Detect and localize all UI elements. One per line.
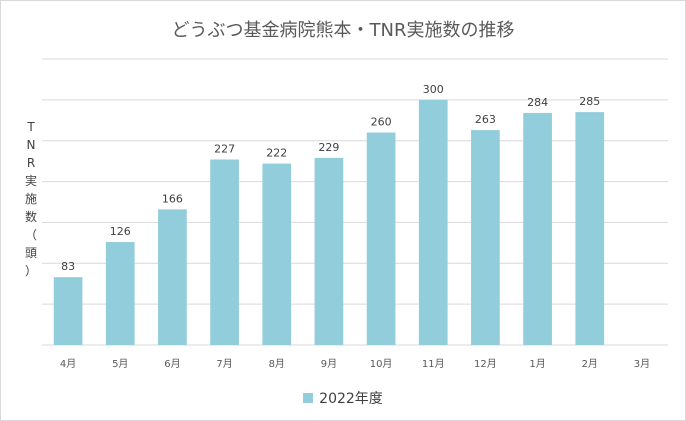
data-label: 227	[214, 143, 235, 156]
bar-3	[158, 209, 187, 345]
data-label: 284	[527, 96, 548, 109]
x-tick-label: 4月	[60, 358, 76, 370]
legend: 2022年度	[0, 388, 686, 408]
x-tick-label: 9月	[321, 358, 337, 370]
data-label: 126	[110, 225, 131, 238]
x-tick-label: 7月	[216, 358, 232, 370]
y-axis-label: T N R 実施数（頭）	[24, 120, 37, 278]
x-tick-label: 6月	[164, 358, 180, 370]
bar-10	[523, 112, 552, 345]
bar-5	[262, 163, 292, 345]
x-tick-label: 11月	[422, 358, 445, 370]
legend-swatch	[303, 393, 314, 403]
chart-title: どうぶつ基金病院熊本・TNR実施数の推移	[171, 20, 515, 41]
data-label: 300	[423, 83, 444, 96]
data-label: 166	[162, 192, 183, 205]
x-tick-label: 12月	[474, 358, 497, 370]
data-label: 260	[371, 116, 392, 129]
bar-1	[53, 277, 83, 345]
x-tick-label: 5月	[112, 358, 128, 370]
x-tick-label: 8月	[269, 358, 285, 370]
bar-6	[314, 157, 344, 345]
legend-label: 2022年度	[319, 391, 383, 407]
x-tick-label: 2月	[582, 358, 598, 370]
data-label: 83	[61, 260, 75, 273]
x-tick-label: 3月	[634, 358, 650, 370]
bar-9	[471, 130, 500, 345]
bar-11	[575, 112, 605, 345]
bar-7	[366, 132, 396, 345]
bar-4	[210, 159, 239, 345]
bar-2	[105, 242, 135, 345]
data-label: 222	[266, 147, 287, 160]
data-label: 285	[579, 95, 600, 108]
data-label: 263	[475, 113, 496, 126]
data-label: 229	[318, 141, 339, 154]
bar-8	[418, 99, 448, 345]
x-tick-label: 1月	[529, 358, 545, 370]
x-tick-label: 10月	[370, 358, 393, 370]
